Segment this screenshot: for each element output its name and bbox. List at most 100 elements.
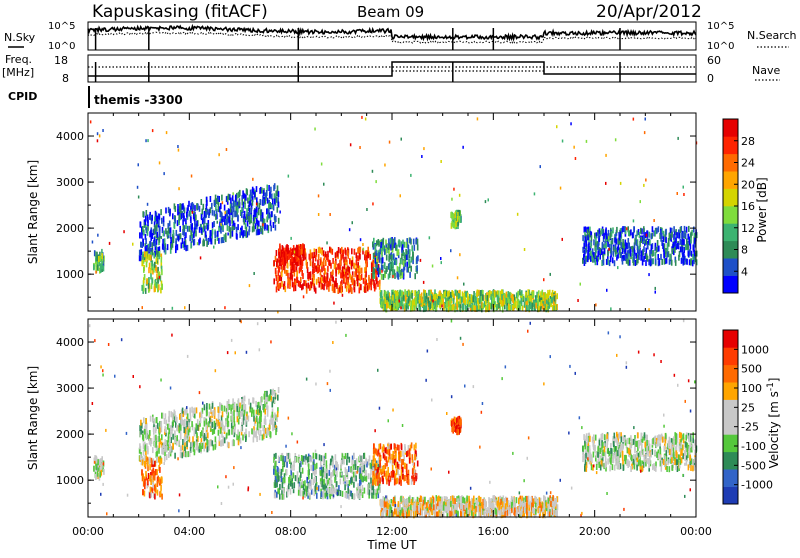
range-gate-cell: [232, 212, 234, 218]
range-gate-cell: [300, 249, 302, 255]
range-gate-cell: [316, 265, 318, 271]
range-gate-cell: [317, 260, 319, 266]
range-gate-cell: [683, 259, 685, 265]
range-gate-cell: [95, 271, 97, 274]
range-gate-cell: [635, 253, 637, 259]
range-gate-cell: [598, 232, 600, 238]
range-gate-cell: [308, 283, 310, 289]
range-gate-cell: [293, 282, 295, 288]
range-gate-cell: [202, 443, 204, 449]
range-gate-cell: [387, 291, 389, 297]
range-gate-cell: [231, 415, 233, 421]
range-gate-cell: [459, 298, 461, 304]
range-gate-cell: [455, 290, 457, 296]
range-gate-cell: [477, 290, 479, 296]
range-gate-cell: [263, 199, 265, 205]
range-gate-cell: [302, 468, 304, 474]
range-gate-cell: [156, 456, 158, 462]
cpid-value: themis -3300: [94, 93, 183, 107]
range-gate-cell: [222, 425, 224, 431]
range-gate-cell: [615, 138, 617, 141]
range-gate-cell: [189, 451, 191, 457]
range-gate-cell: [279, 484, 281, 490]
range-gate-cell: [309, 272, 311, 278]
range-gate-cell: [637, 257, 639, 263]
range-gate-cell: [393, 304, 395, 310]
range-gate-cell: [690, 260, 692, 266]
range-gate-cell: [285, 286, 287, 292]
range-gate-cell: [172, 434, 174, 440]
range-gate-cell: [683, 231, 685, 237]
range-gate-cell: [152, 249, 154, 255]
range-gate-cell: [404, 242, 406, 248]
range-gate-cell: [180, 432, 182, 438]
range-gate-cell: [248, 216, 250, 222]
range-gate-cell: [364, 287, 366, 293]
range-gate-cell: [477, 298, 479, 304]
range-gate-cell: [637, 255, 639, 258]
range-gate-cell: [452, 304, 454, 310]
range-gate-cell: [218, 153, 220, 156]
range-gate-cell: [474, 293, 476, 299]
range-gate-cell: [263, 190, 265, 196]
range-gate-cell: [459, 194, 461, 197]
range-gate-cell: [191, 442, 193, 448]
range-gate-cell: [631, 246, 633, 249]
range-gate-cell: [587, 250, 589, 256]
range-gate-cell: [182, 203, 184, 209]
range-gate-cell: [227, 233, 229, 236]
range-gate-cell: [384, 164, 386, 167]
range-gate-cell: [473, 305, 475, 311]
range-gate-cell: [690, 232, 692, 238]
range-gate-cell: [311, 456, 313, 462]
range-gate-cell: [335, 461, 337, 467]
range-gate-cell: [487, 304, 489, 310]
range-gate-cell: [358, 247, 360, 253]
range-gate-cell: [331, 472, 333, 478]
range-gate-cell: [142, 226, 144, 232]
range-gate-cell: [373, 238, 375, 244]
range-gate-cell: [244, 396, 246, 402]
range-gate-cell: [551, 297, 553, 303]
range-gate-cell: [254, 431, 256, 437]
range-gate-cell: [183, 231, 185, 237]
range-gate-cell: [270, 225, 272, 231]
range-gate-cell: [605, 154, 607, 157]
range-gate-cell: [150, 273, 152, 279]
range-gate-cell: [97, 139, 99, 142]
range-gate-cell: [141, 233, 143, 239]
range-gate-cell: [194, 441, 196, 447]
range-gate-cell: [392, 261, 394, 267]
range-gate-cell: [293, 461, 295, 467]
range-gate-cell: [157, 423, 159, 429]
range-gate-cell: [424, 293, 426, 299]
nave-tick-top: 60: [707, 54, 721, 67]
range-gate-cell: [321, 455, 323, 461]
range-gate-cell: [158, 253, 160, 259]
range-gate-cell: [165, 228, 167, 234]
range-gate-cell: [295, 475, 297, 481]
range-gate-cell: [355, 464, 357, 470]
range-gate-cell: [312, 262, 314, 268]
range-gate-cell: [319, 454, 321, 460]
range-gate-cell: [199, 238, 201, 244]
range-gate-cell: [498, 302, 500, 308]
range-gate-cell: [233, 410, 235, 416]
range-gate-cell: [307, 457, 309, 463]
range-gate-cell: [318, 213, 320, 216]
range-gate-cell: [241, 212, 243, 218]
range-gate-cell: [347, 279, 349, 285]
range-gate-cell: [288, 254, 290, 260]
range-gate-cell: [390, 305, 392, 311]
range-gate-cell: [412, 300, 414, 306]
range-gate-cell: [139, 443, 141, 449]
range-gate-cell: [478, 304, 480, 310]
range-gate-cell: [346, 459, 348, 465]
range-gate-cell: [174, 203, 176, 209]
range-gate-cell: [316, 463, 318, 469]
range-gate-cell: [187, 413, 189, 419]
range-gate-cell: [204, 404, 206, 410]
range-gate-cell: [167, 244, 169, 250]
range-gate-cell: [683, 239, 685, 245]
range-gate-cell: [185, 232, 187, 238]
